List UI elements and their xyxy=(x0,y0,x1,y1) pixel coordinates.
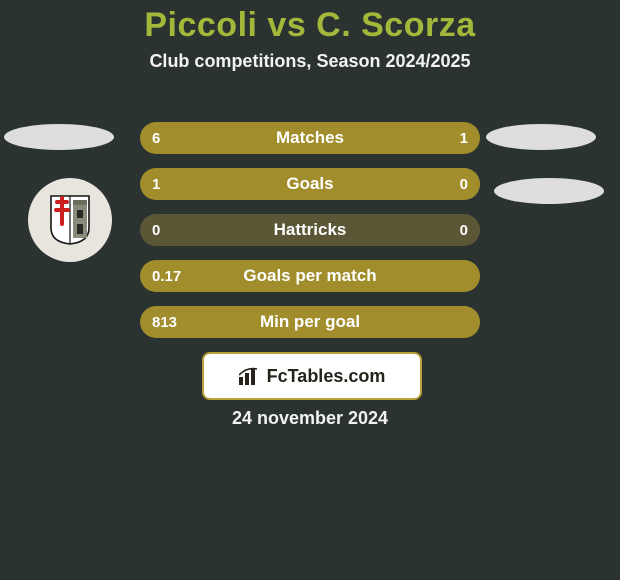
page-subtitle: Club competitions, Season 2024/2025 xyxy=(0,51,620,72)
stat-label: Hattricks xyxy=(140,220,480,240)
page-title: Piccoli vs C. Scorza xyxy=(0,0,620,45)
comparison-infographic: Piccoli vs C. Scorza Club competitions, … xyxy=(0,0,620,580)
stat-row: 10Goals xyxy=(140,168,480,200)
right-player-blob-bottom xyxy=(494,178,604,204)
brand-badge[interactable]: FcTables.com xyxy=(202,352,422,400)
stats-bars: 61Matches 10Goals 00Hattricks 0.17Goals per… xyxy=(140,122,480,352)
snapshot-date: 24 november 2024 xyxy=(0,408,620,429)
stat-label: Min per goal xyxy=(140,312,480,332)
stat-label: Goals xyxy=(140,174,480,194)
bar-chart-icon xyxy=(239,367,261,385)
stat-row: 813Min per goal xyxy=(140,306,480,338)
stat-row: 0.17Goals per match xyxy=(140,260,480,292)
stat-row: 61Matches xyxy=(140,122,480,154)
right-player-blob-top xyxy=(486,124,596,150)
brand-text: FcTables.com xyxy=(267,366,386,387)
stat-row: 00Hattricks xyxy=(140,214,480,246)
left-player-blob xyxy=(4,124,114,150)
shield-icon xyxy=(49,194,91,246)
stat-label: Goals per match xyxy=(140,266,480,286)
left-club-crest xyxy=(28,178,112,262)
stat-label: Matches xyxy=(140,128,480,148)
